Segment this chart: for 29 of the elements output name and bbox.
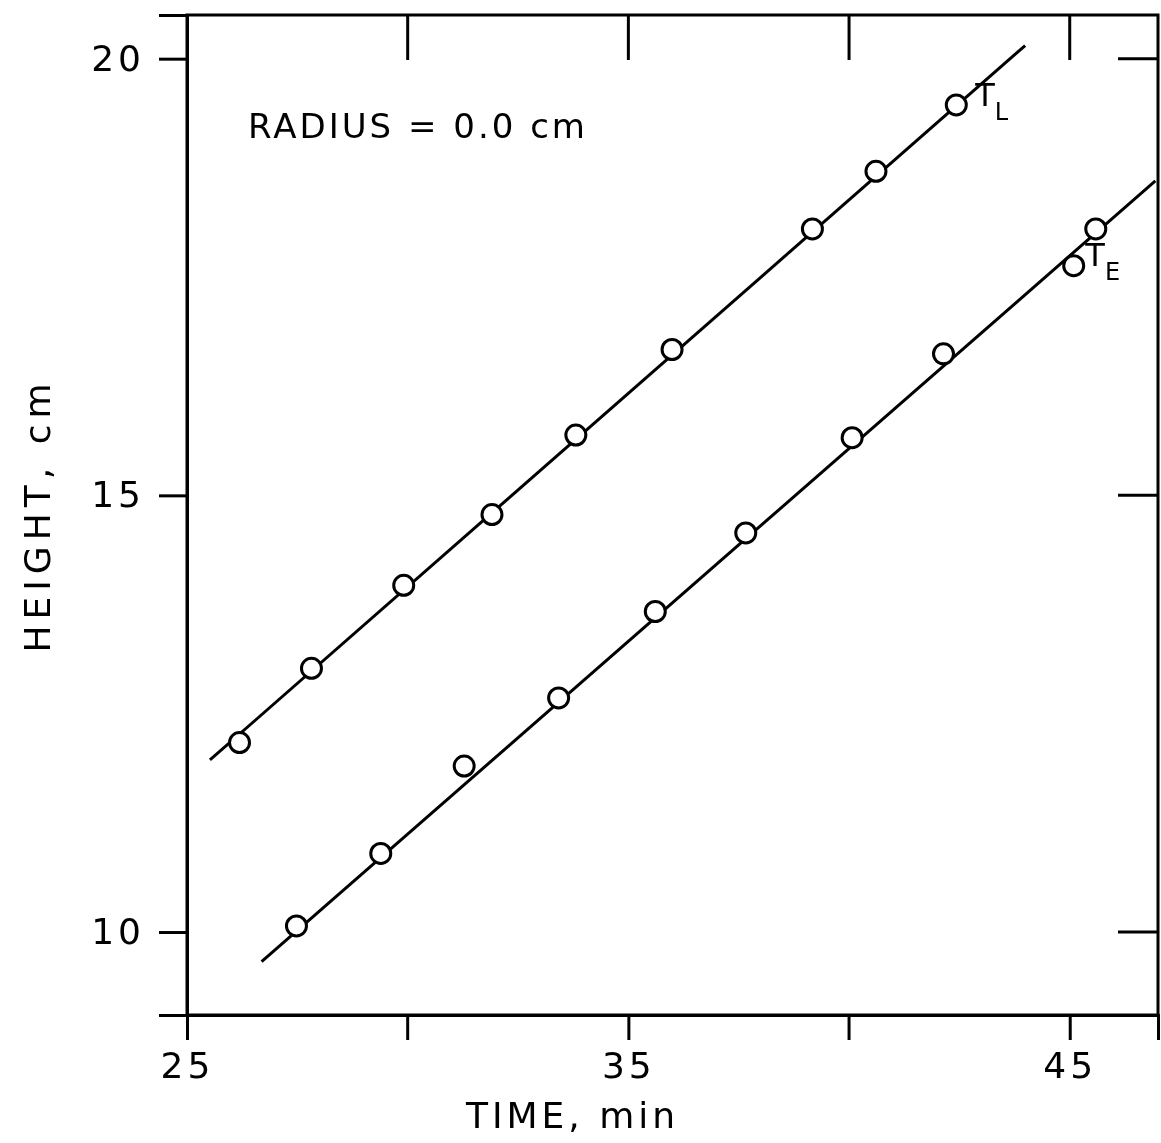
point — [864, 159, 888, 183]
annotation: RADIUS = 0.0 cm — [248, 106, 588, 146]
point — [800, 217, 824, 241]
point — [734, 521, 758, 545]
point — [547, 686, 571, 710]
point — [1062, 254, 1086, 278]
point — [944, 93, 968, 117]
point — [299, 656, 323, 680]
x-tick-label: 25 — [160, 1044, 215, 1086]
y-tick-label: 10 — [91, 911, 145, 953]
point — [932, 342, 955, 366]
y-axis-title: HEIGHT, cm — [17, 377, 58, 653]
y-tick-label: 20 — [91, 37, 145, 79]
point — [1084, 217, 1108, 241]
x-axis-title: TIME, min — [464, 1095, 680, 1136]
x-tick-label: 45 — [1043, 1044, 1098, 1086]
point — [392, 573, 416, 597]
point — [660, 338, 684, 361]
point — [643, 600, 667, 624]
x-tick-label: 35 — [601, 1044, 656, 1086]
point — [840, 426, 864, 450]
point — [452, 754, 476, 778]
point — [284, 914, 308, 938]
series-label: T$_{E}$ — [1084, 235, 1121, 286]
point — [369, 841, 393, 865]
point — [228, 731, 252, 755]
point — [480, 503, 504, 527]
point — [564, 423, 588, 447]
y-tick-label: 15 — [91, 474, 145, 516]
